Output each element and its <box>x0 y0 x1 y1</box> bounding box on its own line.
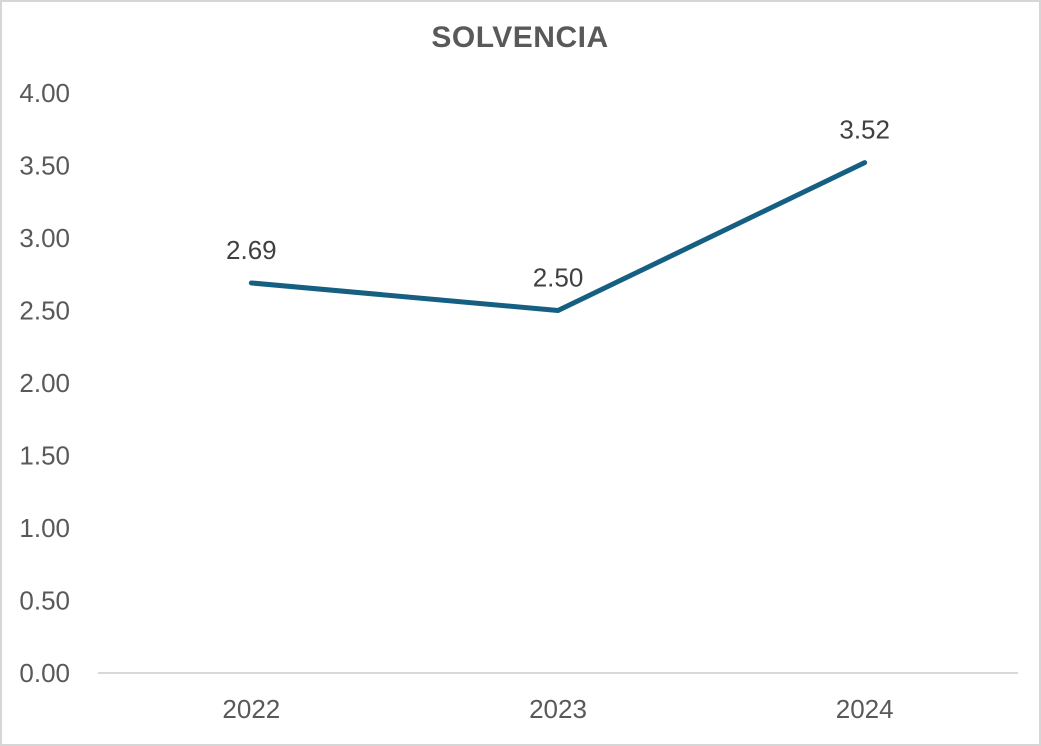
data-label: 2.50 <box>533 263 584 293</box>
y-axis-tick-label: 0.00 <box>19 658 70 688</box>
x-axis-tick-label: 2024 <box>836 694 894 724</box>
y-axis-tick-label: 2.50 <box>19 296 70 326</box>
series-line-solvencia <box>248 160 868 313</box>
x-axis: 2022 2023 2024 <box>98 672 1018 724</box>
chart-title: SOLVENCIA <box>431 21 608 54</box>
y-axis-tick-label: 0.50 <box>19 586 70 616</box>
y-axis-tick-label: 1.00 <box>19 513 70 543</box>
y-axis-tick-labels: 4.00 3.50 3.00 2.50 2.00 1.50 1.00 0.50 0.00 <box>19 78 70 688</box>
series-group <box>248 160 868 313</box>
data-label: 3.52 <box>839 115 890 145</box>
y-axis-tick-label: 2.00 <box>19 368 70 398</box>
data-label: 2.69 <box>226 235 277 265</box>
x-axis-tick-label: 2023 <box>529 694 587 724</box>
y-axis-tick-label: 3.00 <box>19 223 70 253</box>
data-labels-group: 2.69 2.50 3.52 <box>226 115 890 293</box>
y-axis-tick-label: 3.50 <box>19 151 70 181</box>
y-axis-tick-label: 4.00 <box>19 78 70 108</box>
y-axis-tick-label: 1.50 <box>19 441 70 471</box>
x-axis-tick-label: 2022 <box>222 694 280 724</box>
